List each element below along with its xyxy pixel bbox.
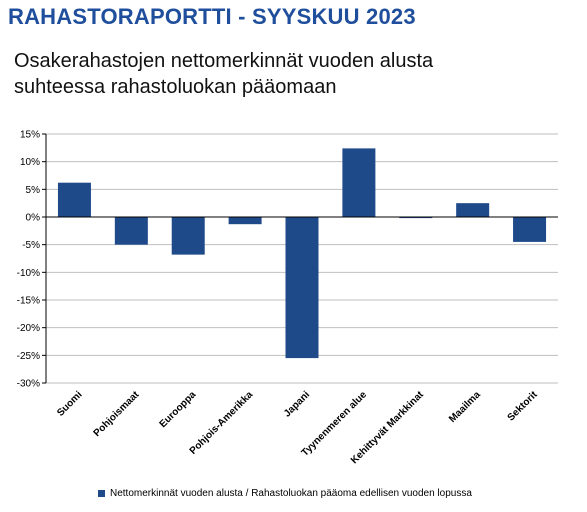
report-title: RAHASTORAPORTTI - SYYSKUU 2023 [8,4,416,29]
y-tick-label: -25% [17,351,40,362]
bar [171,217,205,255]
y-tick-label: -15% [17,296,40,307]
legend: Nettomerkinnät vuoden alusta / Rahastolu… [98,488,472,499]
y-tick-label: 0% [26,213,41,224]
y-tick-label: 15% [20,130,40,141]
y-tick-label: 10% [20,157,40,168]
legend-swatch [98,490,105,497]
y-tick-label: -30% [17,379,40,390]
bar [228,217,262,225]
bar [342,148,376,217]
subtitle-line-2: suhteessa rahastoluokan pääomaan [14,76,337,98]
y-tick-label: 5% [26,185,41,196]
category-label: Pohjois-Amerikka [188,389,256,457]
bar [57,182,91,217]
subtitle-line-1: Osakerahastojen nettomerkinnät vuoden al… [14,50,434,72]
category-label: Pohjoismaat [92,389,142,439]
bars [57,148,547,359]
legend-label: Nettomerkinnät vuoden alusta / Rahastolu… [110,488,472,499]
bar [114,217,148,245]
category-label: Japani [282,389,312,419]
category-label: Sektorit [506,389,541,424]
category-label: Maailma [447,389,483,425]
category-label: Suomi [55,389,85,419]
bar [285,217,319,359]
category-labels: Suomi Pohjoismaat EurooppaPohjois-Amerikka… [55,389,540,466]
y-tick-label: -5% [22,240,40,251]
category-label: Eurooppa [158,389,199,430]
bar [513,217,547,242]
y-tick-label: -10% [17,268,40,279]
bar [399,217,433,219]
axes [45,134,558,383]
y-tick-labels: 15% 10% 5% 0% -5% -10% -15% -20% -25% -30% [17,130,40,390]
chart-subtitle: Osakerahastojen nettomerkinnät vuoden al… [14,48,554,100]
bar [456,203,490,217]
y-tick-label: -20% [17,323,40,334]
